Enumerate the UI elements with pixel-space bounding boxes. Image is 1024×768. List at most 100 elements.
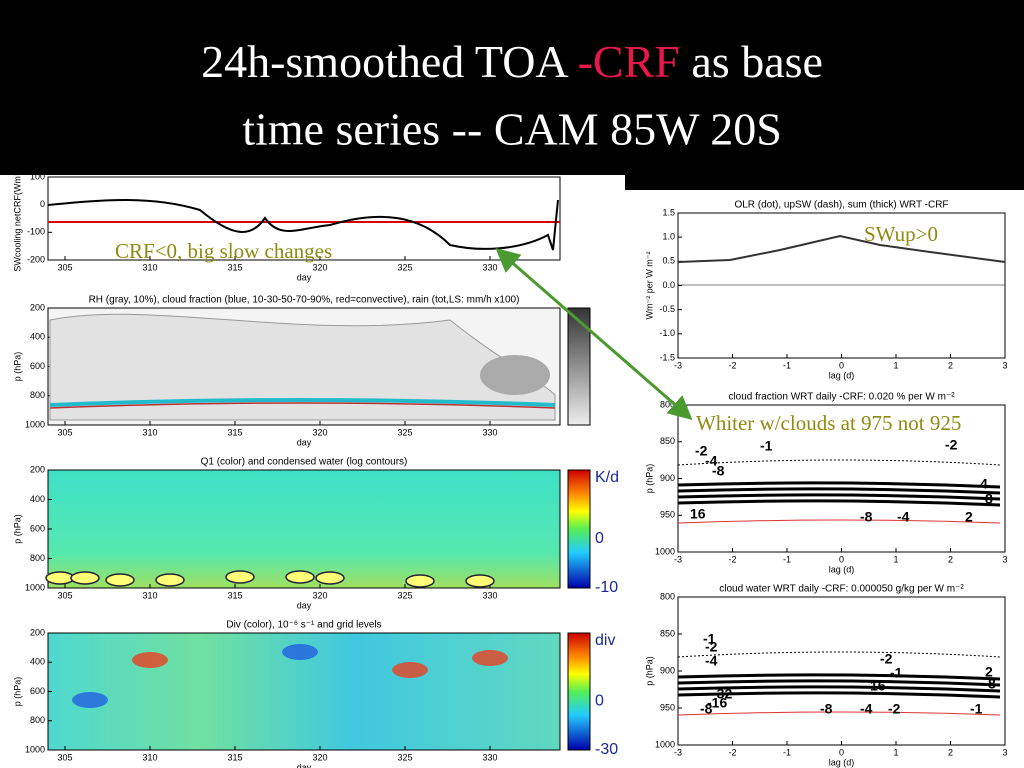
y-tick-label: -0.5 xyxy=(659,304,675,314)
div-blob xyxy=(132,652,168,668)
y-tick-label: 1000 xyxy=(25,419,45,429)
contour-label: 16 xyxy=(870,678,886,694)
x-tick-label: 315 xyxy=(227,590,242,600)
x-tick-label: 325 xyxy=(397,590,412,600)
y-tick-label: 800 xyxy=(30,715,45,725)
x-tick-label: -2 xyxy=(728,360,736,370)
title-highlight: -CRF xyxy=(578,36,680,87)
title-line-2: time series -- CAM 85W 20S xyxy=(242,104,782,155)
contour xyxy=(677,651,1001,658)
contour-label: -2 xyxy=(695,443,708,459)
y-tick-label: 0 xyxy=(40,199,45,209)
y-tick-label: 1000 xyxy=(655,739,675,749)
title-text: 24h-smoothed TOA xyxy=(201,36,578,87)
contour xyxy=(677,499,1001,507)
contour-label: 16 xyxy=(690,506,706,522)
panel-title: Div (color), 10⁻⁶ s⁻¹ and grid levels xyxy=(226,620,381,631)
contour-label: -2 xyxy=(945,437,958,453)
right-figure: OLR (dot), upSW (dash), sum (thick) WRT … xyxy=(644,200,1007,768)
y-tick-label: 100 xyxy=(30,171,45,181)
y-axis-label: p (hPa) xyxy=(644,656,654,686)
y-tick-label: 1000 xyxy=(25,744,45,754)
x-tick-label: 330 xyxy=(482,590,497,600)
y-tick-label: 800 xyxy=(30,390,45,400)
x-tick-label: 3 xyxy=(1002,360,1007,370)
x-tick-label: -1 xyxy=(783,554,791,564)
x-tick-label: -2 xyxy=(728,747,736,757)
y-axis-label: SWcooling netCRF(Wm⁻²) xyxy=(12,165,22,271)
contour-label: 4 xyxy=(980,476,988,492)
contour-label: 8 xyxy=(988,676,996,692)
div-blob xyxy=(472,650,508,666)
x-axis-label: lag (d) xyxy=(829,564,855,574)
condensate-contour xyxy=(405,574,435,588)
contour xyxy=(677,487,1001,495)
contour-label: -16 xyxy=(707,695,727,711)
x-tick-label: 325 xyxy=(397,752,412,762)
x-tick-label: 310 xyxy=(142,262,157,272)
plot-area xyxy=(677,596,1006,746)
panel-title: cloud fraction WRT daily -CRF: 0.020 % p… xyxy=(728,392,955,403)
x-tick-label: 1 xyxy=(893,554,898,564)
annotation: Whiter w/clouds at 975 not 925 xyxy=(696,411,961,435)
x-tick-label: 2 xyxy=(948,554,953,564)
contour-label: 2 xyxy=(985,664,993,680)
condensate-contour xyxy=(285,570,315,584)
y-tick-label: 1000 xyxy=(655,546,675,556)
contour xyxy=(677,679,1001,687)
div-blob xyxy=(282,644,318,660)
title-line-1: 24h-smoothed TOA -CRF as base xyxy=(201,36,823,87)
greyscale-bar xyxy=(567,307,591,426)
contour-label: -2 xyxy=(880,651,893,667)
y-tick-label: 1.5 xyxy=(662,207,675,217)
y-tick-label: 0.5 xyxy=(662,256,675,266)
x-tick-label: 305 xyxy=(57,752,72,762)
contour-label: -1 xyxy=(760,438,773,454)
y-tick-label: 950 xyxy=(660,702,675,712)
y-tick-label: 600 xyxy=(30,523,45,533)
contour xyxy=(677,481,1001,489)
colorbar-label: -10 xyxy=(595,579,618,596)
x-tick-label: -2 xyxy=(728,554,736,564)
y-tick-label: 950 xyxy=(660,510,675,520)
contour xyxy=(677,493,1001,501)
x-tick-label: -1 xyxy=(783,360,791,370)
x-tick-label: 320 xyxy=(312,262,327,272)
div-blob xyxy=(392,662,428,678)
x-tick-label: 2 xyxy=(948,747,953,757)
colorbar-label: -30 xyxy=(595,741,618,758)
x-tick-label: 305 xyxy=(57,262,72,272)
contour xyxy=(677,459,1001,466)
y-tick-label: 600 xyxy=(30,686,45,696)
x-tick-label: -1 xyxy=(783,747,791,757)
contour xyxy=(677,691,1001,699)
contour-label: -2 xyxy=(705,639,718,655)
y-axis-label: p (hPa) xyxy=(12,352,22,382)
contour-label: -32 xyxy=(712,686,732,702)
crf-line xyxy=(47,199,559,251)
colorbar-label: div xyxy=(595,632,615,649)
panel-title: cloud water WRT daily -CRF: 0.000050 g/k… xyxy=(719,584,964,595)
y-tick-label: 900 xyxy=(660,665,675,675)
x-tick-label: 1 xyxy=(893,360,898,370)
x-tick-label: 330 xyxy=(482,427,497,437)
y-tick-label: 800 xyxy=(660,591,675,601)
panel-title: OLR (dot), upSW (dash), sum (thick) WRT … xyxy=(734,200,948,211)
x-axis-label: lag (d) xyxy=(829,757,855,767)
contour xyxy=(677,711,1001,716)
contour-label: -1 xyxy=(890,665,903,681)
convective-contours xyxy=(49,402,556,409)
contour-label: 2 xyxy=(965,509,973,525)
x-tick-label: 2 xyxy=(948,360,953,370)
contour-label: -4 xyxy=(705,653,718,669)
x-tick-label: 3 xyxy=(1002,554,1007,564)
x-axis-label: lag (d) xyxy=(829,370,855,380)
x-tick-label: -3 xyxy=(674,747,682,757)
x-axis-label: day xyxy=(297,437,312,447)
y-axis-label: Wm⁻² per W m⁻² xyxy=(644,252,654,320)
x-tick-label: 315 xyxy=(227,262,242,272)
x-tick-label: 3 xyxy=(1002,747,1007,757)
contour-label: -1 xyxy=(703,631,716,647)
